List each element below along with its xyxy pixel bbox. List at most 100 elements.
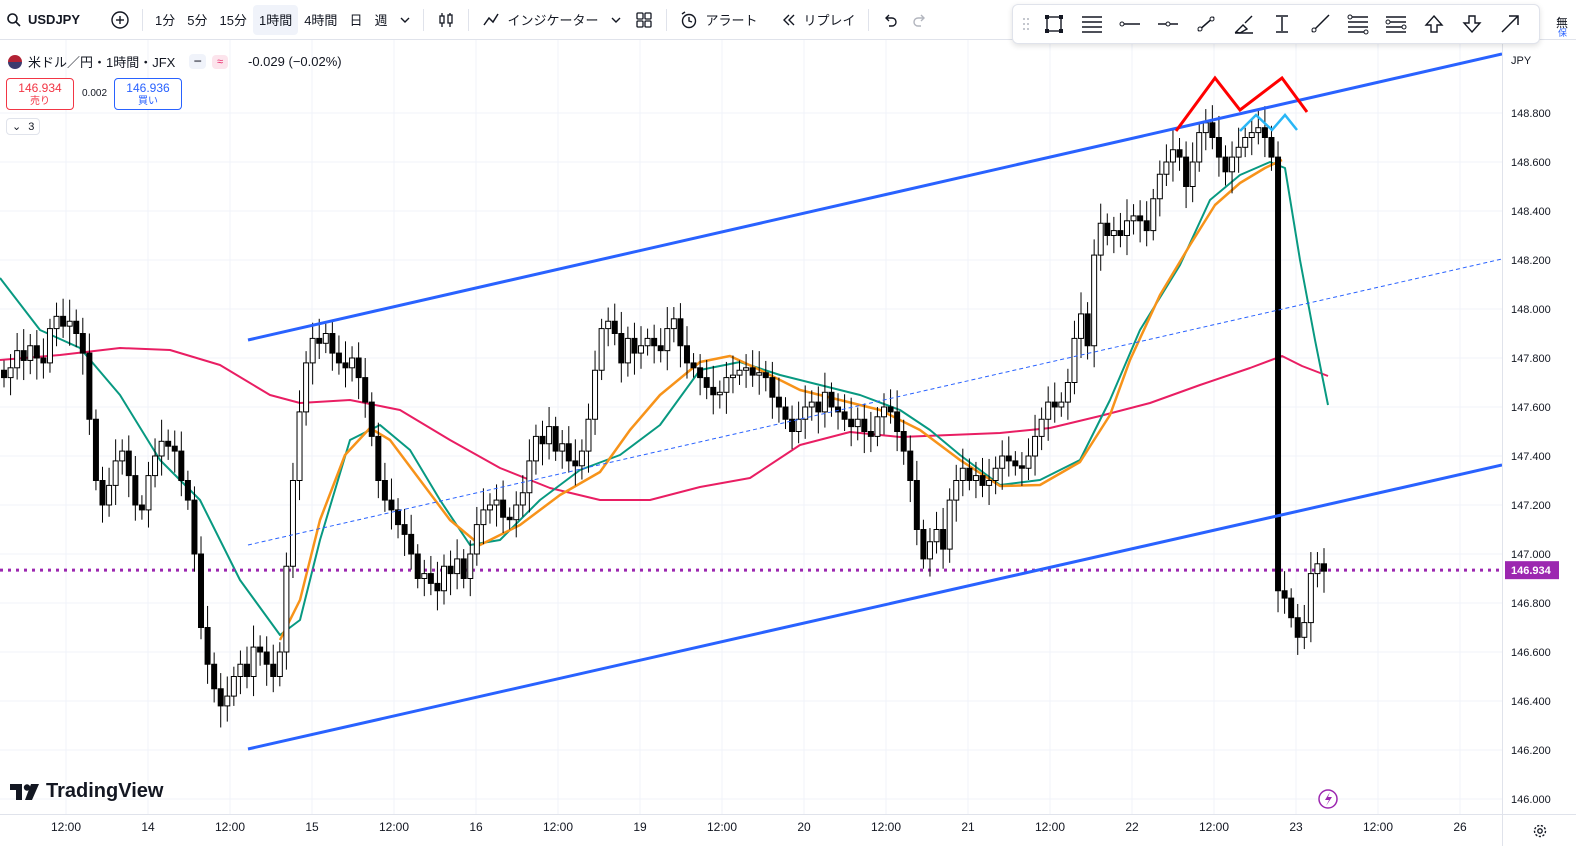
- indicator-collapse-button[interactable]: ⌄ 3: [6, 118, 41, 135]
- candle: [237, 650, 244, 695]
- candle: [992, 456, 999, 495]
- tradingview-logo[interactable]: TradingView: [10, 780, 163, 803]
- chevron-down-icon: [610, 14, 622, 26]
- candle: [907, 435, 914, 503]
- legend-title[interactable]: 米ドル／円・1時間・JFX: [28, 55, 176, 70]
- candle: [618, 311, 625, 383]
- channel-lower-line[interactable]: [247, 463, 1502, 751]
- channel-upper-line[interactable]: [247, 52, 1502, 342]
- redo-button[interactable]: [905, 5, 935, 35]
- arrow-up-icon[interactable]: [1417, 9, 1451, 39]
- candle: [60, 298, 67, 338]
- price-chart[interactable]: [0, 40, 1502, 814]
- candle: [79, 317, 86, 375]
- lightning-icon[interactable]: [1318, 789, 1338, 809]
- price-range-icon[interactable]: [1265, 9, 1299, 39]
- rectangle-tool-icon[interactable]: [1037, 9, 1071, 39]
- time-tick: 15: [305, 820, 319, 834]
- candle: [447, 550, 454, 596]
- indicator-lines: [0, 158, 1502, 641]
- candle: [1051, 382, 1058, 423]
- candles: [1, 105, 1327, 728]
- arrow-tool-icon[interactable]: [1493, 9, 1527, 39]
- candle: [178, 431, 185, 497]
- ray-line-icon[interactable]: [1303, 9, 1337, 39]
- channel-mid-line[interactable]: [247, 258, 1502, 546]
- candle: [789, 405, 796, 450]
- compare-button[interactable]: [104, 5, 136, 35]
- layouts-button[interactable]: [628, 5, 660, 35]
- candle: [132, 456, 139, 521]
- horizontal-ray-icon[interactable]: [1113, 9, 1147, 39]
- interval-0[interactable]: 1分: [155, 13, 176, 28]
- time-tick: 12:00: [215, 820, 245, 834]
- buy-button[interactable]: 146.936 買い: [114, 78, 182, 110]
- fib-retracement-icon[interactable]: [1341, 9, 1375, 39]
- candle: [158, 419, 165, 476]
- candle: [953, 464, 960, 522]
- alert-button[interactable]: アラート: [673, 5, 763, 35]
- time-tick: 12:00: [543, 820, 573, 834]
- price-tick: 147.800: [1511, 353, 1551, 365]
- candle: [1235, 127, 1242, 173]
- divider: [142, 8, 144, 31]
- chart-type-button[interactable]: [430, 5, 462, 35]
- minus-pill-icon[interactable]: ━: [189, 54, 206, 69]
- grid-icon: [634, 10, 654, 30]
- divider: [423, 8, 425, 31]
- trend-line-icon[interactable]: [1189, 9, 1223, 39]
- candle: [578, 439, 585, 480]
- replay-button[interactable]: リプレイ: [774, 5, 862, 35]
- candle: [1189, 142, 1196, 203]
- candle: [1078, 292, 1085, 358]
- interval-5[interactable]: 日: [349, 13, 363, 28]
- candle: [690, 353, 697, 378]
- sell-button[interactable]: 146.934 売り: [6, 78, 74, 110]
- candle: [329, 319, 336, 371]
- double-top-pattern-red[interactable]: [1174, 75, 1309, 132]
- candle: [1209, 105, 1216, 150]
- candle: [1169, 128, 1176, 182]
- candle: [894, 390, 901, 452]
- candle: [697, 354, 704, 396]
- candle: [946, 488, 953, 563]
- indicators-dropdown[interactable]: [604, 5, 628, 35]
- time-axis[interactable]: 12:00 14 12:00 15 12:00 16 12:00 19 12:00 20 12:00…: [0, 814, 1502, 846]
- time-tick: 23: [1289, 820, 1303, 834]
- current-price-badge: [1505, 561, 1559, 580]
- chart-settings-button[interactable]: [1502, 814, 1576, 846]
- indicator-pill[interactable]: ≈: [211, 54, 229, 69]
- candle: [592, 350, 599, 435]
- brush-tool-icon[interactable]: [1227, 9, 1261, 39]
- text-lines-tool-icon[interactable]: [1075, 9, 1109, 39]
- interval-1[interactable]: 5分: [187, 13, 208, 28]
- fib-extension-icon[interactable]: [1379, 9, 1413, 39]
- time-tick: 12:00: [1199, 820, 1229, 834]
- candle: [395, 498, 402, 539]
- arrow-down-icon[interactable]: [1455, 9, 1489, 39]
- interval-dropdown[interactable]: [393, 5, 417, 35]
- candle: [1301, 604, 1308, 650]
- candle: [999, 440, 1006, 490]
- interval-2[interactable]: 15分: [219, 13, 247, 28]
- price-axis[interactable]: 148.800 148.600 148.400 148.200 148.000 147.8…: [1502, 40, 1576, 815]
- candle: [493, 484, 500, 527]
- drag-handle[interactable]: [1019, 9, 1033, 39]
- currency-label[interactable]: JPY: [1511, 55, 1532, 67]
- price-tick: 148.400: [1511, 206, 1551, 218]
- indicators-button[interactable]: インジケーター: [475, 5, 604, 35]
- double-top-pattern-blue[interactable]: [1239, 113, 1298, 132]
- candle: [20, 329, 27, 381]
- interval-6[interactable]: 週: [374, 13, 388, 28]
- candle: [670, 307, 677, 343]
- candle: [1110, 216, 1117, 254]
- horizontal-line-icon[interactable]: [1151, 9, 1185, 39]
- candle: [1104, 213, 1111, 246]
- symbol-search[interactable]: USDJPY: [0, 5, 86, 35]
- candle: [867, 411, 874, 453]
- undo-button[interactable]: [875, 5, 905, 35]
- divider: [666, 8, 668, 31]
- interval-3[interactable]: 1時間: [252, 4, 299, 35]
- price-tick: 146.200: [1511, 745, 1551, 757]
- interval-4[interactable]: 4時間: [304, 13, 338, 28]
